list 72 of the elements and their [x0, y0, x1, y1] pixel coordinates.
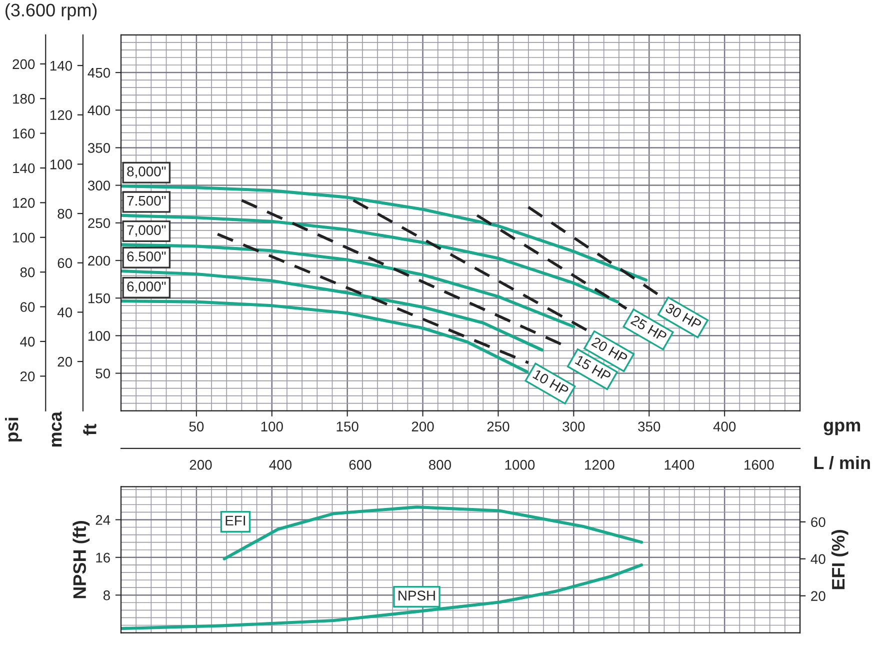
y2-axis-title: mca: [52, 411, 62, 447]
x-tick-label: 350: [638, 422, 660, 432]
series-label: 6,000": [127, 282, 166, 294]
x2-tick-label: 1200: [585, 460, 614, 470]
y2-tick-label: 20: [811, 591, 826, 601]
x2-tick-label: 600: [349, 460, 372, 470]
x-tick-label: 200: [412, 422, 434, 432]
series-label: 6.500": [127, 251, 166, 262]
y-tick-label: 24: [96, 515, 110, 525]
y3-tick-label: 20: [20, 371, 35, 382]
y2-tick-label: 60: [58, 258, 72, 268]
x-tick-label: 50: [189, 422, 204, 432]
x2-tick-label: 1400: [664, 460, 694, 470]
y-tick-label: 200: [88, 256, 110, 266]
y3-tick-label: 60: [20, 302, 35, 312]
y-tick-label: 16: [96, 552, 110, 563]
y2-tick-label: 140: [50, 60, 72, 71]
y3-tick-label: 160: [13, 128, 35, 138]
y-tick-label: 100: [88, 331, 110, 341]
x2-tick-label: 800: [428, 460, 452, 470]
x-axis-title: gpm: [824, 422, 860, 436]
y2-tick-label: 40: [810, 554, 826, 564]
y-tick-label: 50: [96, 368, 110, 378]
series-label: EFI: [226, 516, 245, 526]
x2-tick-label: 1000: [505, 460, 535, 470]
x-tick-label: 400: [713, 422, 736, 432]
series-label: NPSH: [398, 590, 435, 600]
y2-tick-label: 80: [58, 208, 72, 219]
x-tick-label: 250: [487, 422, 510, 432]
y3-tick-label: 100: [13, 232, 35, 243]
y-tick-label: 8: [103, 590, 110, 600]
y2-tick-label: 40: [57, 308, 72, 318]
series-label: 7.500": [127, 196, 166, 206]
y2-axis-title: EFI (%): [831, 530, 848, 590]
line-series: [121, 269, 544, 352]
x2-tick-label: 200: [190, 460, 212, 470]
y3-tick-label: 200: [12, 59, 35, 70]
y-axis-title: ft: [83, 424, 96, 436]
text: 10 HP: [532, 369, 570, 396]
y-tick-label: 150: [88, 293, 110, 304]
y2-tick-label: 100: [50, 160, 72, 170]
x2-axis-title: L / min: [814, 456, 870, 470]
y3-axis-title: psi: [5, 418, 22, 442]
text: 30 HP: [664, 302, 702, 330]
x-tick-label: 100: [261, 422, 283, 432]
x-tick-label: 300: [562, 422, 585, 432]
y-tick-label: 300: [88, 180, 110, 190]
line-series: [121, 243, 576, 328]
y-tick-label: 250: [88, 218, 110, 228]
line-series: [121, 184, 648, 282]
y3-tick-label: 140: [13, 163, 35, 174]
line-series: [121, 214, 619, 304]
text: 25 HP: [630, 314, 668, 342]
y2-tick-label: 60: [811, 517, 826, 528]
series-label: 8,000": [127, 166, 166, 178]
y-axis-title: NPSH (ft): [72, 521, 90, 598]
x2-tick-label: 400: [269, 460, 292, 470]
y3-tick-label: 120: [13, 198, 35, 208]
y3-tick-label: 180: [13, 94, 35, 104]
y2-tick-label: 120: [50, 110, 72, 120]
series-label: 7,000": [127, 225, 166, 237]
y-tick-label: 400: [88, 105, 110, 116]
y3-tick-label: 80: [20, 267, 35, 278]
y-tick-label: 350: [88, 143, 110, 153]
line-series: [222, 506, 644, 560]
chart-title: (3.600 rpm): [6, 3, 97, 20]
line-series: [121, 563, 644, 630]
x-tick-label: 150: [336, 422, 358, 432]
x2-tick-label: 1600: [744, 460, 774, 470]
y-tick-label: 450: [88, 68, 110, 78]
y3-tick-label: 40: [20, 336, 35, 347]
y2-tick-label: 20: [58, 356, 72, 367]
